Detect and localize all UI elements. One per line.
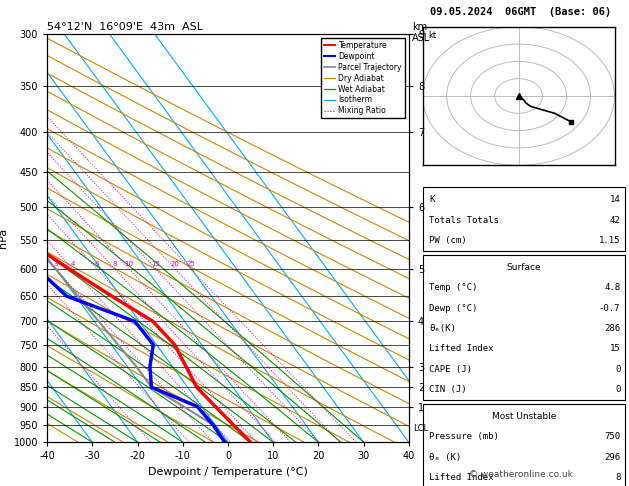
Text: θₑ (K): θₑ (K) bbox=[430, 453, 462, 462]
Text: km
ASL: km ASL bbox=[412, 22, 430, 43]
Text: 09.05.2024  06GMT  (Base: 06): 09.05.2024 06GMT (Base: 06) bbox=[430, 7, 611, 17]
Text: LCL: LCL bbox=[413, 424, 428, 433]
Text: K: K bbox=[430, 195, 435, 204]
Text: Lifted Index: Lifted Index bbox=[430, 473, 494, 482]
Text: 750: 750 bbox=[604, 433, 620, 441]
Text: 296: 296 bbox=[604, 453, 620, 462]
Text: 0: 0 bbox=[615, 385, 620, 394]
X-axis label: Dewpoint / Temperature (°C): Dewpoint / Temperature (°C) bbox=[148, 467, 308, 477]
Text: 6: 6 bbox=[95, 261, 99, 267]
Text: Pressure (mb): Pressure (mb) bbox=[430, 433, 499, 441]
Text: 8: 8 bbox=[615, 473, 620, 482]
Text: Totals Totals: Totals Totals bbox=[430, 216, 499, 225]
Text: Dewp (°C): Dewp (°C) bbox=[430, 304, 478, 312]
Bar bbox=[423, 187, 625, 251]
Text: θₑ(K): θₑ(K) bbox=[430, 324, 456, 333]
Text: Surface: Surface bbox=[506, 263, 541, 272]
Text: 20: 20 bbox=[171, 261, 180, 267]
Text: 15: 15 bbox=[152, 261, 160, 267]
Text: 1.15: 1.15 bbox=[599, 236, 620, 245]
Text: 54°12'N  16°09'E  43m  ASL: 54°12'N 16°09'E 43m ASL bbox=[47, 22, 203, 32]
Text: 25: 25 bbox=[186, 261, 195, 267]
Legend: Temperature, Dewpoint, Parcel Trajectory, Dry Adiabat, Wet Adiabat, Isotherm, Mi: Temperature, Dewpoint, Parcel Trajectory… bbox=[321, 38, 405, 119]
Text: © weatheronline.co.uk: © weatheronline.co.uk bbox=[469, 469, 572, 479]
Text: CAPE (J): CAPE (J) bbox=[430, 365, 472, 374]
Text: Lifted Index: Lifted Index bbox=[430, 345, 494, 353]
Bar bbox=[423, 404, 625, 486]
Text: 10: 10 bbox=[125, 261, 133, 267]
Text: -0.7: -0.7 bbox=[599, 304, 620, 312]
Text: 42: 42 bbox=[610, 216, 620, 225]
Text: PW (cm): PW (cm) bbox=[430, 236, 467, 245]
Text: CIN (J): CIN (J) bbox=[430, 385, 467, 394]
Text: Temp (°C): Temp (°C) bbox=[430, 283, 478, 292]
Text: 14: 14 bbox=[610, 195, 620, 204]
Bar bbox=[423, 255, 625, 400]
Text: 4: 4 bbox=[70, 261, 75, 267]
Text: 4.8: 4.8 bbox=[604, 283, 620, 292]
Text: 8: 8 bbox=[113, 261, 117, 267]
Text: 286: 286 bbox=[604, 324, 620, 333]
Text: kt: kt bbox=[428, 31, 437, 40]
Text: 0: 0 bbox=[615, 365, 620, 374]
Y-axis label: hPa: hPa bbox=[0, 228, 8, 248]
Text: 3: 3 bbox=[54, 261, 58, 267]
Text: 15: 15 bbox=[610, 345, 620, 353]
Text: Most Unstable: Most Unstable bbox=[492, 412, 556, 421]
